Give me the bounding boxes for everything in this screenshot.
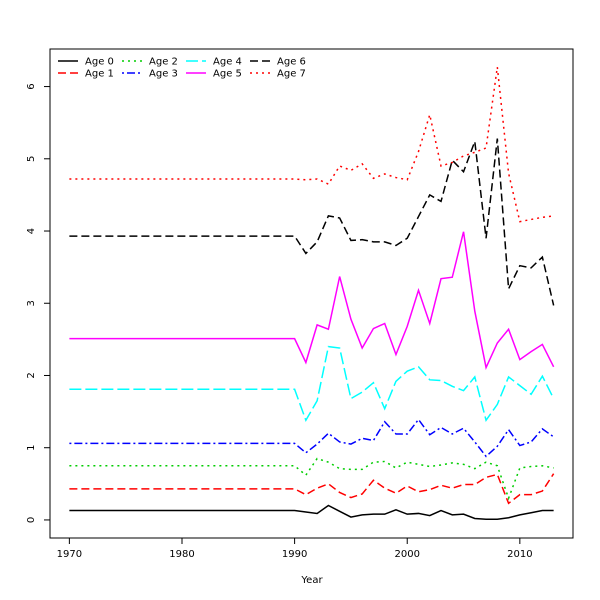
y-tick-label: 3 — [26, 300, 37, 306]
legend-label: Age 5 — [213, 69, 242, 80]
x-tick-label: 2010 — [507, 549, 532, 560]
y-tick-label: 6 — [26, 83, 37, 89]
x-tick-label: 1980 — [169, 549, 194, 560]
y-tick-label: 5 — [26, 156, 37, 162]
legend-label: Age 2 — [149, 57, 178, 68]
x-tick-label: 2000 — [394, 549, 419, 560]
plot-frame — [49, 48, 574, 539]
y-tick-label: 0 — [26, 517, 37, 523]
legend-label: Age 7 — [277, 69, 306, 80]
series-line — [69, 418, 555, 458]
legend-label: Age 3 — [149, 69, 178, 80]
series-line — [69, 231, 555, 370]
legend-label: Age 1 — [85, 69, 114, 80]
x-tick-label: 1970 — [57, 549, 82, 560]
legend-label: Age 6 — [277, 57, 306, 68]
series-line — [69, 504, 554, 520]
series-line — [69, 138, 555, 306]
series-line — [69, 66, 554, 223]
x-axis-label: Year — [300, 575, 323, 586]
legend-label: Age 0 — [85, 57, 114, 68]
legend-label: Age 4 — [213, 57, 242, 68]
series-line — [69, 345, 555, 423]
y-tick-label: 4 — [26, 228, 37, 234]
x-tick-label: 1990 — [282, 549, 307, 560]
y-tick-label: 1 — [26, 445, 37, 451]
y-tick-label: 2 — [26, 372, 37, 378]
series-line — [69, 473, 555, 505]
series-line — [69, 457, 554, 501]
